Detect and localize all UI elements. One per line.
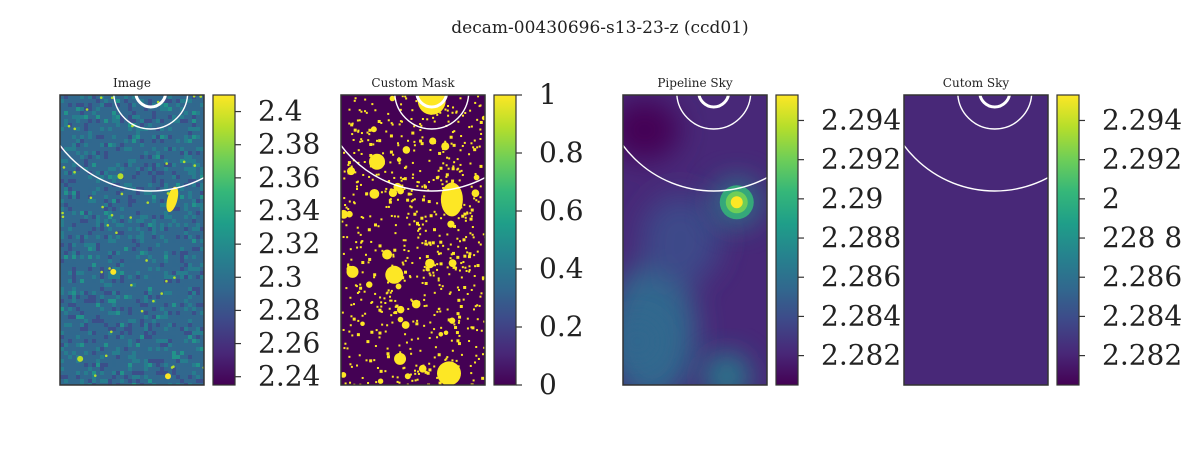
image-aperture-circles [60, 95, 204, 192]
custom-mask-colorbar-tick-label: 1 [539, 78, 557, 111]
custom-sky-colorbar-tick-label: 2.284 [1102, 299, 1182, 332]
custom-sky-colorbar-tick-label: 2.286 [1102, 260, 1182, 293]
custom-mask-heatmap [341, 95, 485, 385]
pipeline-sky-aperture-circles [623, 95, 767, 192]
custom-mask-aperture-circles [341, 95, 485, 192]
pipeline-sky-panel-title: Pipeline Sky [657, 76, 733, 90]
custom-sky-colorbar-tick-label: 2.292 [1102, 143, 1182, 176]
custom-mask-colorbar-tick-label: 0.2 [539, 310, 584, 343]
custom-sky-colorbar-tick-label: 2 [1102, 182, 1120, 215]
figure-title: decam-00430696-s13-23-z (ccd01) [451, 18, 749, 38]
image-frame [59, 94, 205, 386]
custom-mask-source [440, 182, 463, 217]
custom-sky-frame [903, 94, 1049, 386]
pipeline-sky-colorbar-tick-label: 2.282 [821, 339, 901, 372]
image-colorbar: 2.42.382.362.342.322.32.282.262.24 [212, 94, 320, 393]
pipeline-sky-source [623, 317, 662, 366]
custom-mask-source [437, 361, 461, 385]
image-colorbar-tick-label: 2.3 [258, 260, 303, 293]
custom-mask-source [417, 95, 446, 115]
pipeline-sky-colorbar-tick-label: 2.284 [821, 299, 901, 332]
image-source [165, 373, 171, 380]
custom-mask-source [385, 265, 404, 284]
pipeline-sky-colorbar-tick-label: 2.288 [821, 221, 901, 254]
custom-mask-colorbar-tick-label: 0.4 [539, 252, 584, 285]
pipeline-sky-colorbar-tick-label: 2.29 [821, 182, 883, 215]
image-colorbar-tick-label: 2.34 [258, 194, 320, 227]
image-heatmap [60, 95, 204, 385]
image-colorbar-tick-label: 2.4 [258, 95, 303, 128]
image-colorbar-tick-label: 2.36 [258, 161, 320, 194]
custom-mask-source [382, 249, 393, 260]
custom-mask-colorbar-tick-label: 0.6 [539, 194, 584, 227]
pipeline-sky-colorbar-tick-label: 2.292 [821, 143, 901, 176]
custom-sky-aperture-circles [904, 95, 1048, 192]
custom-sky-colorbar-tick-label: 228 8 [1102, 221, 1182, 254]
custom-mask-panel-title: Custom Mask [371, 76, 455, 90]
pipeline-sky-heatmap [623, 95, 767, 385]
custom-mask-colorbar-tick-label: 0.8 [539, 136, 584, 169]
custom-mask-colorbar-tick-label: 0 [539, 368, 557, 401]
pipeline-sky-frame [622, 94, 768, 386]
custom-mask-source [394, 352, 407, 365]
image-source [77, 355, 84, 362]
pipeline-sky-source [702, 352, 751, 385]
custom-mask-source [369, 153, 385, 170]
custom-sky-colorbar-tick-label: 2.294 [1102, 103, 1182, 136]
image-source [166, 186, 179, 213]
image-colorbar-tick-label: 2.24 [258, 360, 320, 393]
pipeline-sky-source [710, 176, 763, 229]
image-panel-title: Image [113, 76, 151, 90]
image-source [110, 268, 117, 275]
custom-mask-panel: Custom Mask 1 0.8 0.6 0.4 0.2 0 [340, 76, 584, 401]
custom-sky-panel-title: Cutom Sky [943, 76, 1010, 90]
custom-mask-colorbar: 1 0.8 0.6 0.4 0.2 0 [493, 78, 584, 401]
pipeline-sky-panel: Pipeline Sky 2.294 2.292 2.29 2.288 2.286 2.28… [622, 76, 901, 386]
custom-sky-colorbar: 2.294 2.292 2 228 8 2.286 2.284 2.282 [1056, 94, 1182, 386]
image-colorbar-tick-label: 2.26 [258, 327, 320, 360]
custom-sky-panel: Cutom Sky 2.294 2.292 2 228 8 2.286 2.284 2.282 [903, 76, 1182, 386]
custom-sky-background [904, 95, 1048, 385]
pipeline-sky-colorbar-tick-label: 2.294 [821, 103, 901, 136]
image-source [117, 173, 124, 180]
image-colorbar-tick-label: 2.38 [258, 128, 320, 161]
custom-sky-colorbar-tick-label: 2.282 [1102, 339, 1182, 372]
image-colorbar-tick-label: 2.28 [258, 293, 320, 326]
custom-mask-background [341, 95, 485, 385]
pipeline-sky-colorbar: 2.294 2.292 2.29 2.288 2.286 2.284 2.282 [775, 94, 901, 386]
pipeline-sky-colorbar-tick-label: 2.286 [821, 260, 901, 293]
image-colorbar-tick-label: 2.32 [258, 227, 320, 260]
image-panel: Image 2.42.382.362.342.322.32.282.262.24 [59, 76, 320, 393]
custom-mask-frame [340, 94, 486, 386]
custom-mask-source [346, 265, 359, 278]
custom-sky-heatmap [904, 95, 1048, 385]
